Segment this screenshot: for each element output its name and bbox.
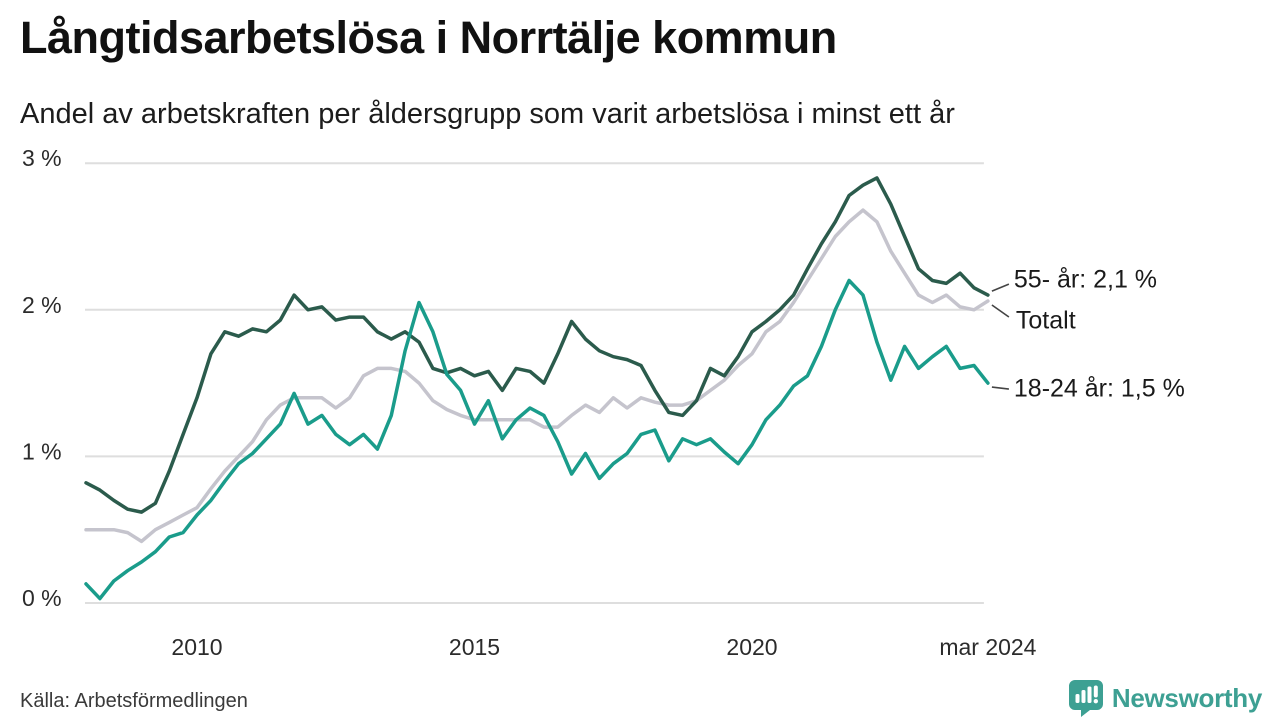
- series-end-label-18-24: 18-24 år: 1,5 %: [1014, 375, 1185, 403]
- leader-line-18-24: [991, 386, 1009, 390]
- chart-title: Långtidsarbetslösa i Norrtälje kommun: [20, 12, 837, 63]
- series-line-totalt: [84, 208, 990, 544]
- x-axis-label-2020: 2020: [726, 634, 777, 660]
- series-line-55-plus: [84, 176, 990, 514]
- series-end-label-totalt: Totalt: [1016, 307, 1076, 335]
- bar-chart-speech-bubble-icon: [1068, 680, 1103, 717]
- y-axis-label-3pct: 3 %: [22, 145, 62, 171]
- x-axis-label-mar-2024: mar 2024: [939, 634, 1036, 660]
- source-note: Källa: Arbetsförmedlingen: [20, 690, 248, 712]
- x-axis-label-2010: 2010: [171, 634, 222, 660]
- series-end-label-55-plus: 55- år: 2,1 %: [1014, 266, 1157, 294]
- y-axis-label-1pct: 1 %: [22, 438, 62, 464]
- y-axis-label-0pct: 0 %: [22, 585, 62, 611]
- y-axis-label-2pct: 2 %: [22, 292, 62, 318]
- series-line-18-24: [84, 278, 990, 601]
- newsworthy-logo-text: Newsworthy: [1111, 683, 1262, 713]
- leader-line-totalt: [991, 304, 1010, 318]
- x-axis-label-2015: 2015: [449, 634, 500, 660]
- leader-line-55-plus: [991, 283, 1010, 292]
- newsworthy-logo: Newsworthy: [1068, 680, 1262, 717]
- chart-subtitle: Andel av arbetskraften per åldersgrupp s…: [20, 98, 955, 130]
